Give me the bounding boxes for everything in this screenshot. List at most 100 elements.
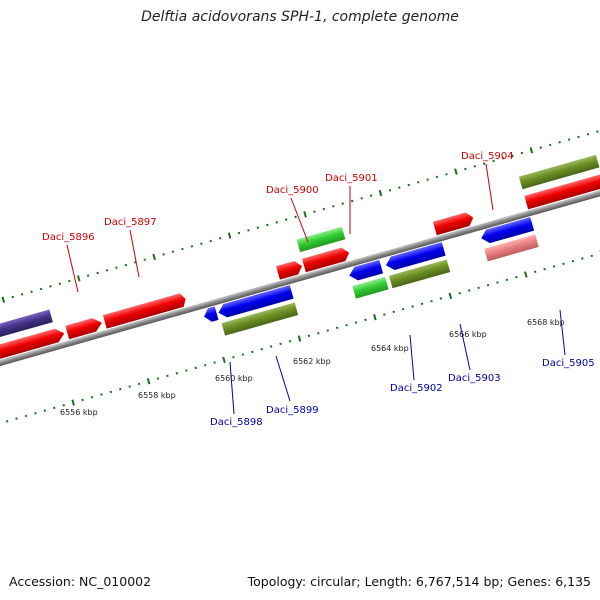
minor-tick [326,329,329,332]
minor-tick [30,290,33,293]
gene-label-daci-5896[interactable]: Daci_5896 [42,232,95,243]
major-tick [76,275,81,282]
gene-feature-forward-5901[interactable] [302,246,351,273]
gene-label-daci-5904[interactable]: Daci_5904 [461,151,514,162]
gene-feature-forward-5904[interactable] [432,211,475,236]
minor-tick [354,321,358,324]
minor-tick [137,382,141,386]
minor-tick [86,274,90,277]
minor-tick [119,388,122,391]
minor-tick [496,281,499,284]
minor-tick [398,186,401,189]
minor-tick [288,339,292,343]
minor-tick [279,342,282,346]
minor-tick [181,247,184,251]
minor-tick [558,141,561,144]
major-tick [227,232,232,239]
major-tick [303,211,307,218]
minor-tick [68,279,71,283]
gene-feature-forward-5896[interactable] [65,316,103,340]
minor-tick [364,318,367,322]
gene-feature-reverse-5902[interactable] [347,259,384,282]
minor-tick [96,271,99,275]
gene-label-daci-5901[interactable]: Daci_5901 [325,173,378,184]
gene-feature-reverse-5899[interactable] [217,285,294,319]
minor-tick [15,417,18,420]
gene-label-daci-5899[interactable]: Daci_5899 [266,405,319,416]
major-tick [222,356,226,364]
gene-feature-reverse-5898[interactable] [202,306,219,323]
gene-label-daci-5902[interactable]: Daci_5902 [390,383,443,394]
gene-feature-forward-edge[interactable] [524,171,600,210]
minor-tick [34,412,37,415]
leader-line [559,309,566,356]
minor-tick [335,326,339,330]
minor-tick [213,361,216,364]
minor-tick [369,194,373,197]
rna-feature-5902[interactable] [352,276,389,299]
minor-tick [501,157,505,160]
scale-label-6564: 6564 kbp [371,344,409,353]
olive-feature-edge[interactable] [518,154,600,190]
gene-label-daci-5903[interactable]: Daci_5903 [448,373,501,384]
minor-tick [49,285,52,288]
minor-tick [62,404,65,407]
minor-tick [209,239,212,243]
gene-label-daci-5905[interactable]: Daci_5905 [542,358,595,369]
minor-tick [109,390,113,394]
minor-tick [473,165,477,168]
minor-tick [360,197,363,200]
minor-tick [247,229,250,232]
minor-tick [24,414,28,418]
gene-feature-reverse-5903[interactable] [384,242,446,272]
minor-tick [562,262,565,266]
gene-label-daci-5897[interactable]: Daci_5897 [104,217,157,228]
leader-line [459,323,471,371]
olive-feature-5899[interactable] [221,302,299,336]
olive-feature-5903[interactable] [388,259,451,289]
major-tick [152,253,156,261]
scale-label-6560: 6560 kbp [215,374,253,383]
minor-tick [388,189,392,192]
major-tick [448,292,453,300]
rna-feature-5901[interactable] [296,226,346,253]
minor-tick [256,226,260,229]
minor-tick [426,178,429,181]
gene-feature-reverse-5905[interactable] [479,217,535,245]
major-tick [297,335,302,342]
minor-tick [185,369,188,372]
pink-feature-5905[interactable] [484,234,539,262]
minor-tick [505,278,509,282]
topology-label: Topology: circular; Length: 6,767,514 bp… [247,574,591,589]
gene-label-daci-5898[interactable]: Daci_5898 [210,417,263,428]
major-tick [146,378,151,385]
minor-tick [171,250,175,253]
minor-tick [43,409,47,412]
scale-label-6568: 6568 kbp [527,318,565,327]
minor-tick [533,270,537,274]
minor-tick [445,173,448,176]
major-tick [1,296,6,303]
minor-tick [241,353,245,356]
minor-tick [317,331,320,335]
minor-tick [552,265,556,268]
minor-tick [439,297,443,300]
minor-tick [430,299,433,303]
minor-tick [81,398,84,402]
minor-tick [520,151,524,155]
minor-tick [341,202,344,205]
minor-tick [269,345,273,348]
minor-tick [200,242,203,245]
minor-tick [401,307,405,311]
minor-tick [307,334,311,338]
gene-feature-forward-5897[interactable] [102,292,188,329]
purple-feature[interactable] [0,309,53,342]
map-title: Delftia acidovorans SPH-1, complete geno… [141,9,459,25]
gene-label-daci-5900[interactable]: Daci_5900 [266,185,319,196]
scale-label-6556: 6556 kbp [60,408,98,417]
gene-feature-forward-1[interactable] [0,327,66,362]
minor-tick [313,210,316,213]
accession-label: Accession: NC_010002 [9,574,152,589]
gene-feature-forward-5900[interactable] [276,259,304,280]
